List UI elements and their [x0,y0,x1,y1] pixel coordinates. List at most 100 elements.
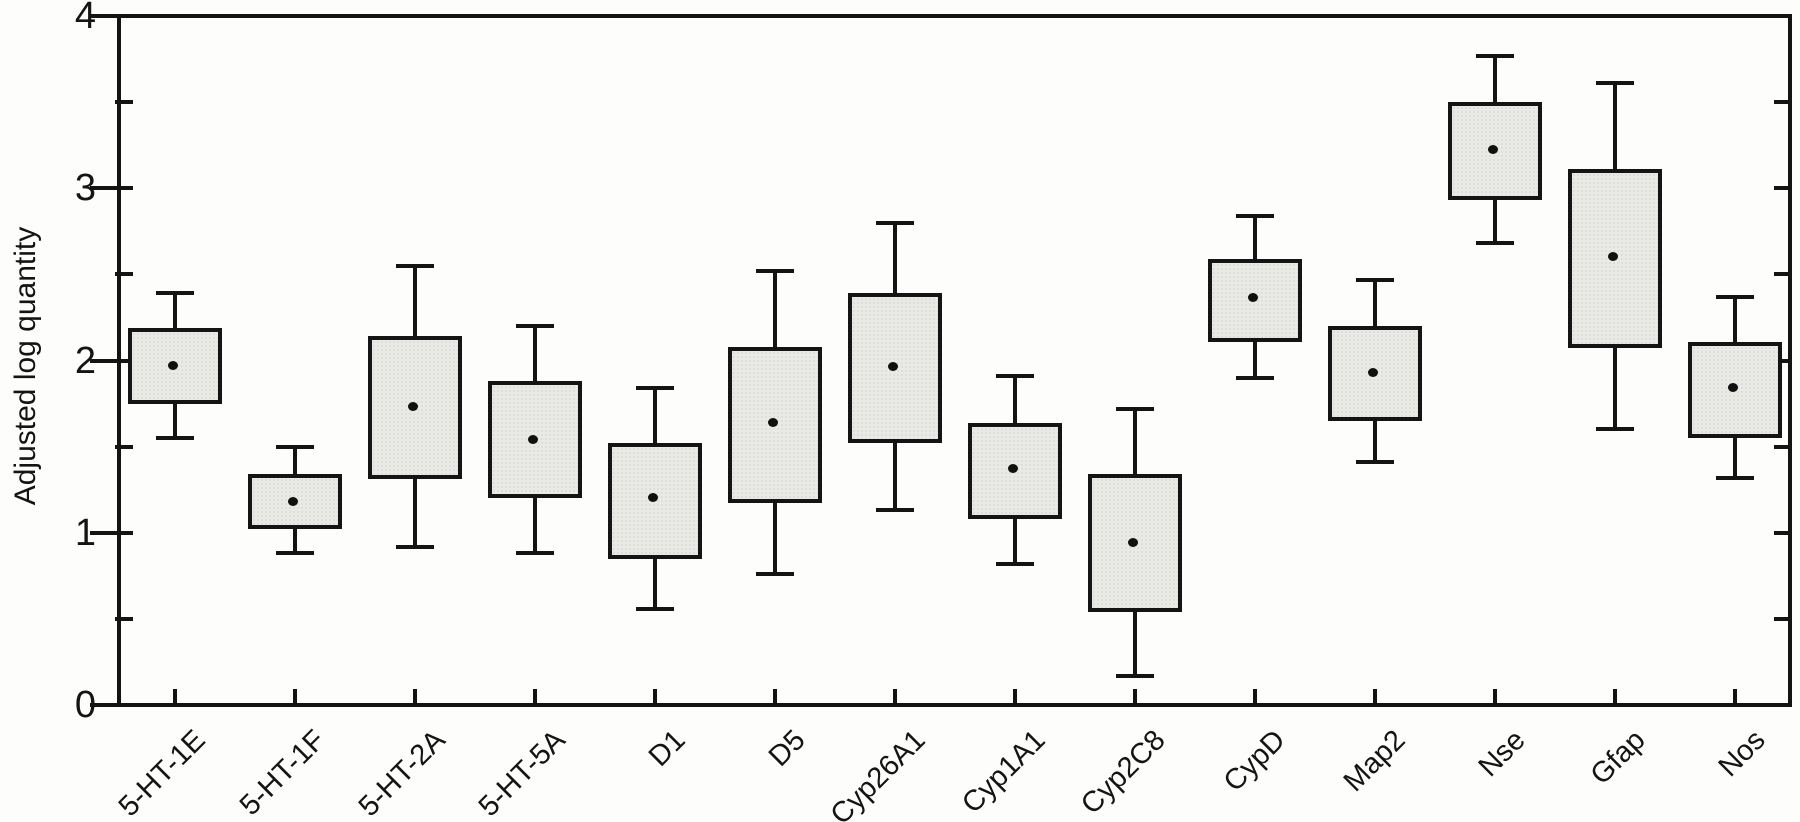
x-axis-tick [1493,689,1497,705]
x-axis-category-label: 5-HT-2A [352,724,452,822]
whisker-top-cap [876,220,914,225]
whisker-top-line [413,265,417,337]
mean-dot [528,434,538,444]
x-axis-tick [173,689,177,705]
x-axis-tick [533,689,537,705]
y-axis-tick-label: 3 [74,167,96,210]
whisker-top-cap [1356,277,1394,282]
x-axis-category-label: D1 [642,724,692,773]
y-axis-major-tick [90,14,133,18]
whisker-bottom-cap [1356,460,1394,465]
x-axis-tick [1253,689,1257,705]
whisker-bottom-line [1493,200,1497,244]
x-axis-tick [893,689,897,705]
whisker-bottom-line [1253,341,1257,378]
x-axis-tick [1733,689,1737,705]
x-axis-category-label: 5-HT-1F [233,724,332,822]
x-axis-tick [293,689,297,705]
x-axis-category-label: Gfap [1584,724,1652,792]
x-axis-category-label: Cyp2C8 [1074,724,1172,821]
whisker-bottom-cap [636,606,674,611]
x-axis-category-label: Map2 [1337,724,1412,798]
whisker-top-line [1133,408,1137,475]
whisker-bottom-line [293,529,297,554]
mean-dot [1488,145,1498,155]
whisker-top-cap [1236,213,1274,218]
whisker-top-line [1253,215,1257,259]
y-axis-major-tick [90,530,133,535]
whisker-top-cap [1716,294,1754,299]
y-axis-tick-label: 2 [74,339,96,382]
y-axis-minor-tick [115,616,133,621]
x-axis-tick [1613,689,1617,705]
whisker-top-line [773,270,777,347]
y-axis-tick-label: 0 [74,684,96,726]
x-axis-tick [773,689,777,705]
mean-dot [1008,464,1018,474]
whisker-top-cap [996,374,1034,378]
whisker-top-cap [1116,406,1154,411]
whisker-bottom-cap [1716,475,1754,480]
mean-dot [1608,252,1618,262]
x-axis-category-label: Nse [1472,724,1532,784]
mean-dot [1728,383,1738,393]
mean-dot [1128,538,1138,548]
whisker-bottom-cap [516,551,554,556]
mean-dot [1368,367,1378,377]
y-axis-minor-tick [115,100,133,105]
mean-dot [288,496,298,506]
whisker-bottom-cap [1476,241,1514,246]
whisker-bottom-line [773,503,777,575]
whisker-bottom-cap [756,572,794,577]
whisker-bottom-line [1373,420,1377,463]
whisker-top-line [1613,83,1617,170]
x-axis-tick [1013,689,1017,705]
whisker-bottom-cap [276,551,314,556]
right-axis-tick [1774,272,1788,277]
right-axis-tick [1774,186,1788,191]
whisker-top-line [1733,296,1737,342]
whisker-top-line [1493,55,1497,103]
whisker-bottom-line [1733,438,1737,478]
y-axis-tick-label: 4 [74,0,96,37]
mean-dot [648,493,658,503]
whisker-top-line [653,388,657,444]
whisker-top-cap [756,268,794,273]
mean-dot [768,417,778,427]
boxplot-box-5-HT-5A [488,381,582,499]
x-axis-tick [413,689,417,705]
whisker-top-cap [276,444,314,449]
y-axis-tick-label: 1 [74,511,96,554]
whisker-top-line [173,293,177,328]
whisker-bottom-cap [1596,427,1634,432]
whisker-bottom-line [1013,518,1017,564]
x-axis-category-label: Cyp26A1 [824,724,932,822]
whisker-top-cap [1596,81,1634,86]
whisker-top-line [533,326,537,382]
whisker-top-line [1373,279,1377,327]
x-axis-category-label: 5-HT-1E [112,724,212,822]
mean-dot [408,402,418,411]
x-axis-category-label: Cyp1A1 [956,724,1052,820]
whisker-bottom-cap [156,436,194,440]
mean-dot [1248,293,1258,303]
y-axis-major-tick [90,703,133,707]
whisker-bottom-line [653,558,657,609]
x-axis-tick [1373,689,1377,705]
whisker-top-line [293,446,297,475]
whisker-top-cap [1476,53,1514,58]
y-axis-minor-tick [115,444,133,449]
whisker-bottom-cap [996,561,1034,566]
right-axis-tick [1774,616,1788,621]
whisker-top-line [893,222,897,294]
x-axis-category-label: CypD [1217,724,1292,798]
whisker-bottom-cap [396,544,434,549]
boxplot-box-5-HT-2A [368,336,462,480]
whisker-top-cap [156,291,194,296]
whisker-bottom-line [413,479,417,547]
right-axis-tick [1774,444,1788,449]
whisker-bottom-cap [1116,673,1154,678]
whisker-top-cap [396,263,434,268]
x-axis-tick [653,689,657,705]
